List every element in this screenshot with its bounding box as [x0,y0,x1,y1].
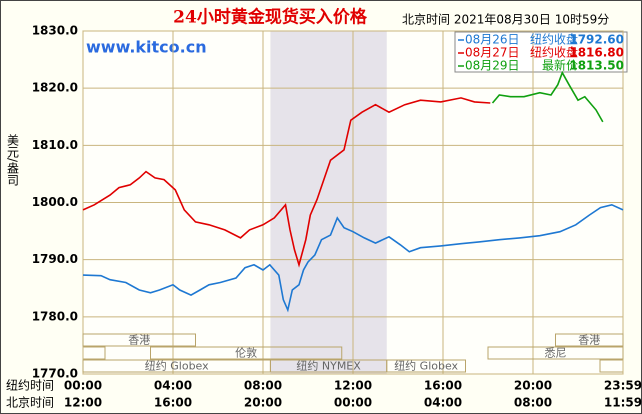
x-tick-label: 16:00 [424,379,462,393]
legend-price-label: 最新价 [542,58,578,73]
legend-price-label: 纽约收盘 [530,45,578,60]
legend-price: 1816.80 [569,46,624,60]
y-tick-label: 1780.0 [32,309,78,323]
x-tick-label: 20:00 [514,379,552,393]
subtitle: 北京时间 2021年08月30日 10时59分 [402,13,609,27]
session-box [150,346,343,360]
session-label: 悉尼 [545,347,567,360]
session-label: 纽约 Globex [145,359,209,373]
chart-title: 24小时黄金现货买入价格 [173,7,368,28]
x-tick-label: 12:00 [334,379,372,393]
x2-tick-label: 11:59 [604,396,642,410]
price-line [82,97,491,268]
x2-tick-label: 12:00 [64,396,102,410]
legend-price-label: 纽约收盘 [530,32,578,47]
legend-name: 08月27日 [465,46,520,60]
legend-price: 1792.60 [569,33,624,47]
watermark: www.kitco.cn [86,38,207,57]
x2-tick-label: 00:00 [334,396,372,410]
y-tick-label: 1820.0 [32,81,78,95]
x2-tick-label: 04:00 [424,396,462,410]
y-tick-label: 1810.0 [32,138,78,152]
y-tick-label: 1790.0 [32,252,78,266]
legend [454,31,628,73]
y-axis-label-text: 美元/盎司 [6,134,20,186]
x-axis-name: 纽约时间 [6,378,54,393]
x2-tick-label: 16:00 [154,396,192,410]
y-axis-label: 美元/盎司 [6,134,20,186]
session-label: 香港 [128,334,150,347]
session-box [82,333,196,347]
session-label: 香港 [578,334,600,347]
legend-name: 08月26日 [465,33,520,47]
price-line [491,70,604,123]
x2-axis-name: 北京时间 [6,396,54,410]
session-label: 纽约 NYMEX [296,359,361,373]
session-label: 纽约 Globex [394,359,458,373]
session-box [487,346,624,360]
y-tick-label: 1770.0 [32,367,78,381]
y-tick-label: 1830.0 [32,24,78,38]
price-line [82,203,624,313]
session-box [555,333,624,347]
x2-tick-label: 08:00 [514,396,552,410]
x-tick-label: 04:00 [154,379,192,393]
x-tick-label: 00:00 [64,379,102,393]
y-tick-label: 1800.0 [32,195,78,209]
x-tick-label: 08:00 [244,379,282,393]
session-label: 伦敦 [235,346,257,360]
session-box [386,359,466,373]
legend-name: 08月29日 [465,59,520,73]
x-tick-label: 23:59 [604,379,642,393]
legend-price: 1813.50 [569,59,624,73]
x2-tick-label: 20:00 [244,396,282,410]
